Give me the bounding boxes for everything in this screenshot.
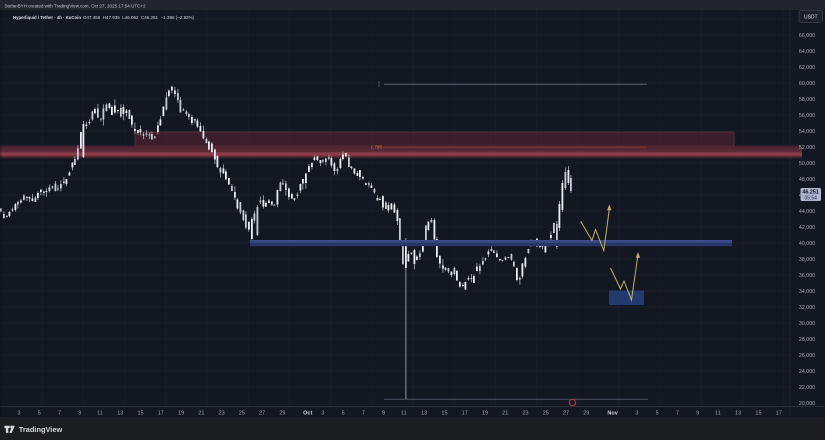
svg-text:40,000: 40,000 [799, 241, 815, 247]
svg-text:21: 21 [198, 411, 204, 417]
svg-text:USDT: USDT [804, 15, 818, 21]
svg-text:26,000: 26,000 [799, 353, 815, 359]
svg-text:11: 11 [97, 411, 103, 417]
svg-text:28,000: 28,000 [799, 337, 815, 343]
svg-text:34,000: 34,000 [799, 289, 815, 295]
svg-text:5: 5 [38, 411, 41, 417]
svg-text:5: 5 [656, 411, 659, 417]
svg-text:21: 21 [502, 411, 508, 417]
svg-text:9: 9 [696, 411, 699, 417]
svg-text:3: 3 [17, 411, 20, 417]
svg-text:15: 15 [441, 411, 447, 417]
svg-text:15: 15 [755, 411, 761, 417]
svg-text:19: 19 [482, 411, 488, 417]
svg-text:1.796: 1.796 [371, 145, 383, 150]
svg-text:54,000: 54,000 [799, 129, 815, 135]
svg-text:27: 27 [259, 411, 265, 417]
svg-text:30,000: 30,000 [799, 321, 815, 327]
svg-text:11: 11 [401, 411, 407, 417]
svg-text:44,000: 44,000 [799, 209, 815, 215]
svg-text:27: 27 [563, 411, 569, 417]
svg-text:24,000: 24,000 [799, 369, 815, 375]
svg-text:9: 9 [78, 411, 81, 417]
svg-text:11: 11 [715, 411, 721, 417]
svg-text:StefanBYH created with Trading: StefanBYH created with TradingView.com, … [5, 3, 147, 8]
svg-text:64,000: 64,000 [799, 49, 815, 55]
svg-text:13: 13 [421, 411, 427, 417]
svg-text:Nov: Nov [607, 411, 618, 417]
svg-text:62,000: 62,000 [799, 65, 815, 71]
svg-text:48,000: 48,000 [799, 177, 815, 183]
svg-text:66,000: 66,000 [799, 33, 815, 39]
svg-text:Hyperliquid / Tether · 4h · Ku: Hyperliquid / Tether · 4h · KuCoin [13, 15, 81, 20]
svg-text:58,000: 58,000 [799, 97, 815, 103]
svg-text:7: 7 [58, 411, 61, 417]
svg-text:Oct: Oct [303, 411, 312, 417]
svg-text:O47.456 H47.935 L46.062 C46: O47.456 H47.935 L46.062 C46.251 −1.396 (… [83, 15, 195, 20]
svg-text:3: 3 [321, 411, 324, 417]
svg-text:60,000: 60,000 [799, 81, 815, 87]
svg-text:25: 25 [239, 411, 245, 417]
svg-text:23: 23 [522, 411, 528, 417]
svg-text:46.251: 46.251 [802, 190, 819, 196]
svg-text:22,000: 22,000 [799, 385, 815, 391]
svg-text:17: 17 [462, 411, 468, 417]
svg-text:23: 23 [219, 411, 225, 417]
svg-text:52,000: 52,000 [799, 145, 815, 151]
svg-text:29: 29 [583, 411, 589, 417]
svg-text:19: 19 [178, 411, 184, 417]
svg-text:29: 29 [279, 411, 285, 417]
svg-text:3: 3 [635, 411, 638, 417]
svg-text:36,000: 36,000 [799, 273, 815, 279]
svg-text:13: 13 [735, 411, 741, 417]
svg-text:17: 17 [158, 411, 164, 417]
svg-text:7: 7 [676, 411, 679, 417]
svg-text:38,000: 38,000 [799, 257, 815, 263]
svg-text:9: 9 [382, 411, 385, 417]
svg-text:42,000: 42,000 [799, 225, 815, 231]
svg-text:50,000: 50,000 [799, 161, 815, 167]
svg-text:32,000: 32,000 [799, 305, 815, 311]
svg-text:13: 13 [117, 411, 123, 417]
svg-text:15: 15 [137, 411, 143, 417]
svg-text:7: 7 [362, 411, 365, 417]
svg-text:56,000: 56,000 [799, 113, 815, 119]
svg-text:17: 17 [776, 411, 782, 417]
svg-text:25: 25 [543, 411, 549, 417]
svg-text:TradingView: TradingView [19, 425, 63, 434]
svg-text:05:54: 05:54 [804, 195, 817, 201]
svg-text:5: 5 [342, 411, 345, 417]
svg-text:20,000: 20,000 [799, 401, 815, 407]
